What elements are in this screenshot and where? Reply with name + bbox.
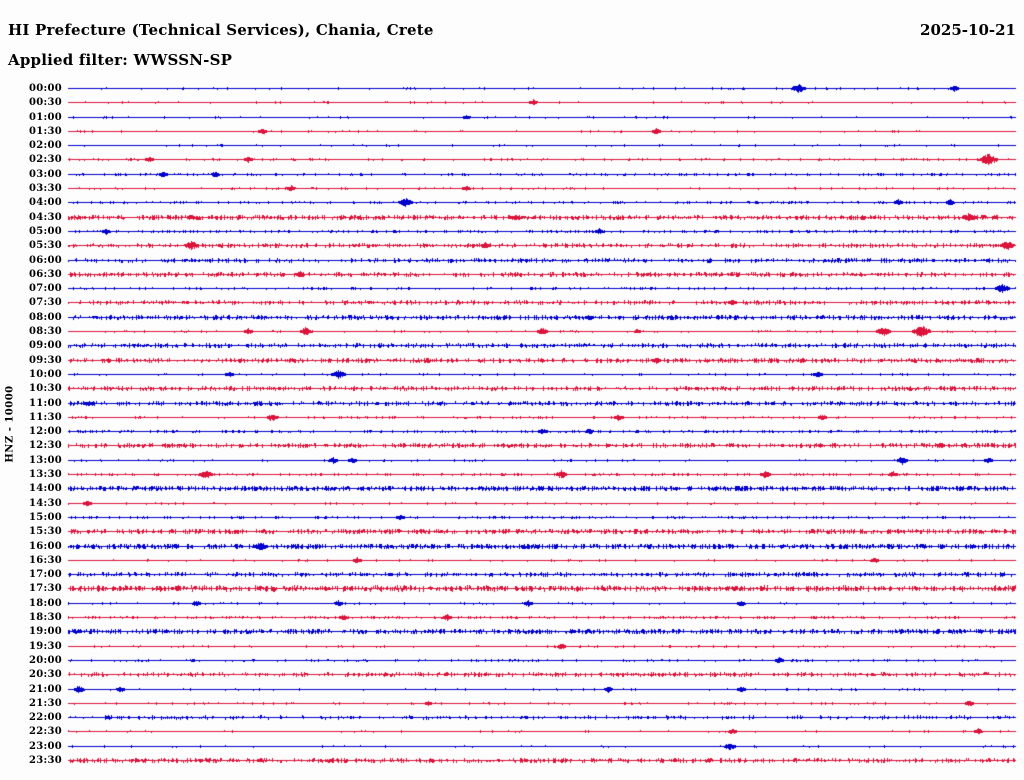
trace-time-label: 10:00 xyxy=(28,369,62,380)
trace-time-label: 13:00 xyxy=(28,455,62,466)
trace-time-label: 05:00 xyxy=(28,226,62,237)
trace-time-label: 01:30 xyxy=(28,126,62,137)
trace-time-label: 01:00 xyxy=(28,112,62,123)
trace-time-label: 21:30 xyxy=(28,698,62,709)
trace-time-label: 06:30 xyxy=(28,269,62,280)
trace-time-label: 16:30 xyxy=(28,555,62,566)
trace-time-label: 11:00 xyxy=(28,398,62,409)
trace-time-label: 06:00 xyxy=(28,255,62,266)
trace-time-label: 16:00 xyxy=(28,541,62,552)
trace-time-label: 02:00 xyxy=(28,140,62,151)
trace-time-label: 14:30 xyxy=(28,498,62,509)
trace-time-label: 13:30 xyxy=(28,469,62,480)
trace-time-label: 12:30 xyxy=(28,440,62,451)
station-title: HI Prefecture (Technical Services), Chan… xyxy=(8,21,434,39)
trace-time-label: 03:30 xyxy=(28,183,62,194)
trace-time-label: 04:00 xyxy=(28,197,62,208)
trace-time-label: 17:30 xyxy=(28,583,62,594)
trace-time-label: 08:30 xyxy=(28,326,62,337)
trace-time-label: 22:00 xyxy=(28,712,62,723)
trace-time-label: 12:00 xyxy=(28,426,62,437)
trace-time-label: 23:00 xyxy=(28,741,62,752)
trace-time-label: 14:00 xyxy=(28,483,62,494)
trace-time-label: 19:30 xyxy=(28,641,62,652)
trace-time-label: 18:00 xyxy=(28,598,62,609)
trace-time-label: 07:00 xyxy=(28,283,62,294)
trace-time-label: 07:30 xyxy=(28,297,62,308)
trace-time-label: 00:30 xyxy=(28,97,62,108)
trace-time-label: 02:30 xyxy=(28,154,62,165)
trace-time-label: 20:30 xyxy=(28,669,62,680)
trace-time-label: 15:00 xyxy=(28,512,62,523)
trace-time-label: 18:30 xyxy=(28,612,62,623)
trace-time-label: 17:00 xyxy=(28,569,62,580)
time-labels-column: 00:00 00:30 01:00 01:30 02:00 02:30 03:00 03:30… xyxy=(0,0,62,780)
trace-time-label: 15:30 xyxy=(28,526,62,537)
trace-time-label: 22:30 xyxy=(28,726,62,737)
trace-time-label: 03:00 xyxy=(28,169,62,180)
trace-time-label: 09:30 xyxy=(28,355,62,366)
trace-time-label: 21:00 xyxy=(28,684,62,695)
filter-label: Applied filter: WWSSN-SP xyxy=(8,51,233,69)
date-label: 2025-10-21 xyxy=(920,21,1016,39)
trace-time-label: 09:00 xyxy=(28,340,62,351)
trace-time-label: 11:30 xyxy=(28,412,62,423)
trace-time-label: 05:30 xyxy=(28,240,62,251)
trace-time-label: 23:30 xyxy=(28,755,62,766)
trace-time-label: 19:00 xyxy=(28,626,62,637)
trace-time-label: 04:30 xyxy=(28,212,62,223)
trace-time-label: 00:00 xyxy=(28,83,62,94)
trace-time-label: 10:30 xyxy=(28,383,62,394)
trace-time-label: 08:00 xyxy=(28,312,62,323)
trace-time-label: 20:00 xyxy=(28,655,62,666)
